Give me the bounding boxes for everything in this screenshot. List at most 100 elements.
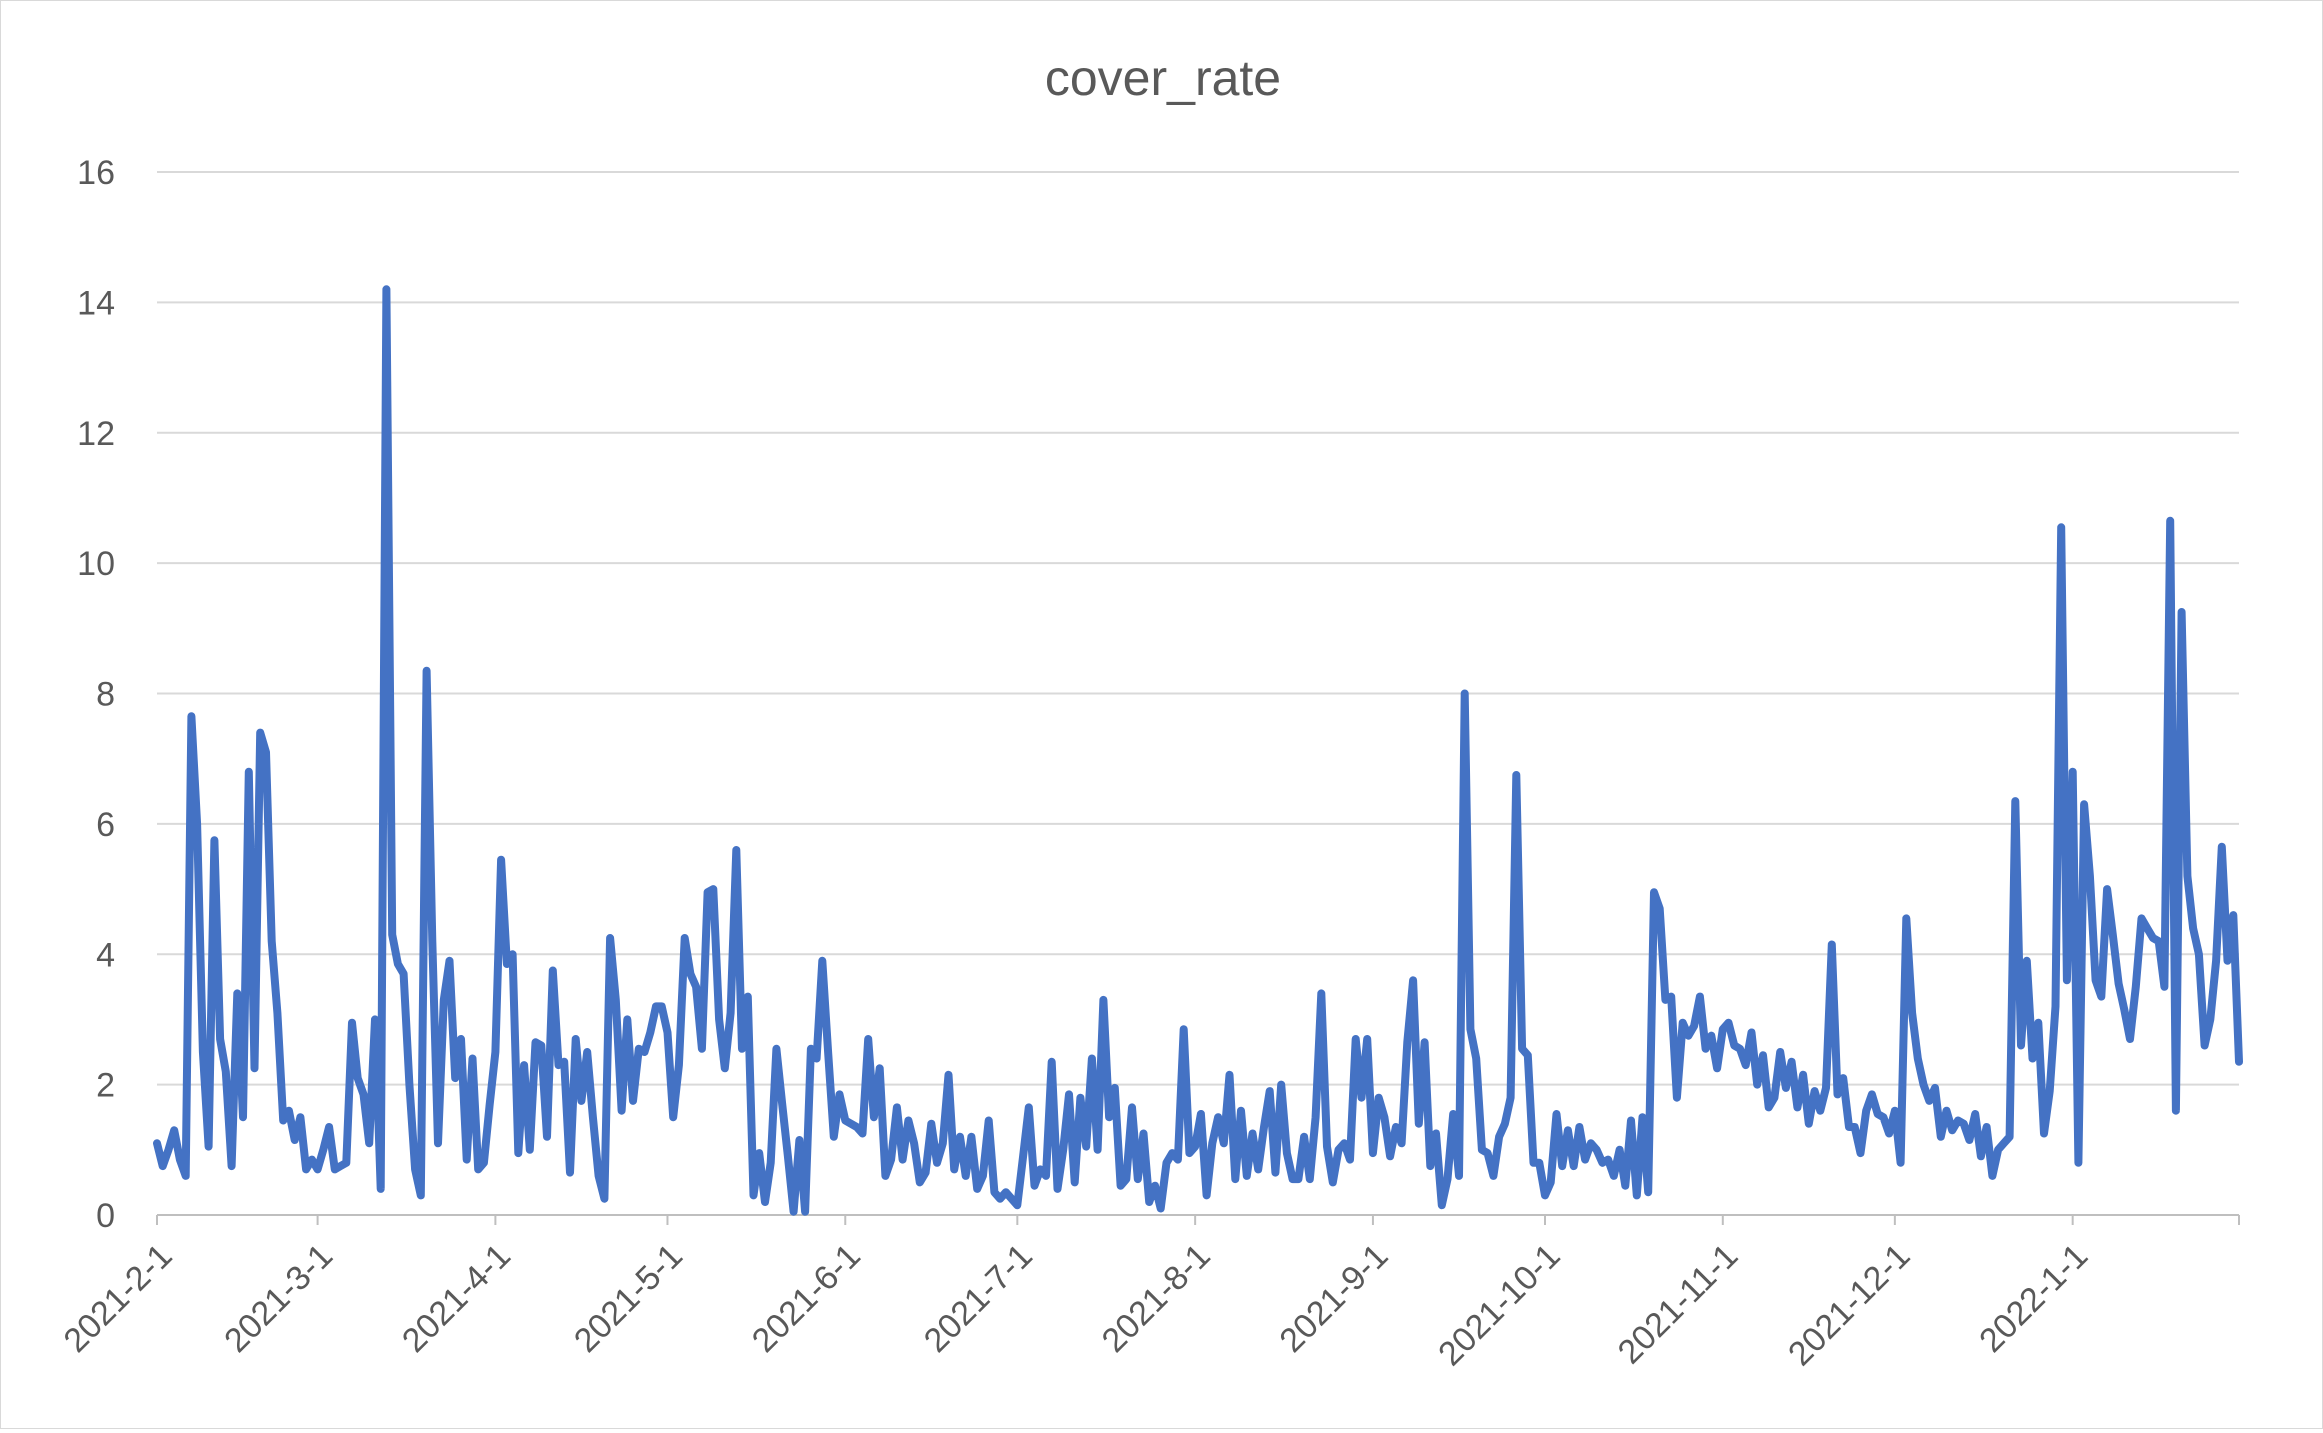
chart-title: cover_rate — [1045, 50, 1281, 106]
data-point — [838, 1092, 841, 1096]
data-point — [1790, 1060, 1794, 1064]
data-point — [1778, 1050, 1782, 1054]
data-point — [534, 1040, 537, 1044]
data-point — [2208, 1017, 2212, 1021]
data-point — [287, 1109, 291, 1113]
data-point — [1732, 1044, 1736, 1047]
data-point — [362, 1092, 365, 1096]
data-point — [637, 1047, 641, 1051]
data-point — [230, 1164, 234, 1168]
data-point — [1669, 995, 1673, 999]
data-point — [1113, 1086, 1117, 1090]
data-point — [281, 1119, 285, 1122]
data-point — [683, 936, 687, 940]
data-point — [1738, 1047, 1742, 1051]
data-point — [643, 1050, 646, 1054]
data-point — [493, 1050, 497, 1054]
data-point — [958, 1135, 962, 1139]
data-point — [597, 1174, 601, 1178]
data-point — [2088, 874, 2092, 878]
data-point — [545, 1135, 549, 1139]
data-point — [390, 933, 394, 937]
data-point — [1468, 1027, 1472, 1031]
data-point — [384, 287, 388, 291]
data-point — [2134, 985, 2138, 989]
data-point — [746, 995, 750, 999]
data-point — [2013, 799, 2017, 803]
data-point — [975, 1187, 979, 1191]
x-axis-ticks: 2021-2-1 2021-3-1 2021-4-1 2021-5-1 2021-6-1… — [57, 1215, 2240, 1373]
data-point — [666, 1031, 669, 1034]
data-point — [1480, 1148, 1484, 1152]
data-point — [1595, 1148, 1599, 1152]
data-point — [339, 1164, 342, 1168]
data-point — [585, 1050, 589, 1054]
data-point — [2065, 978, 2069, 982]
data-point — [436, 1141, 440, 1145]
data-point — [1251, 1132, 1254, 1135]
data-point — [929, 1122, 933, 1126]
data-point — [2111, 933, 2115, 937]
data-point — [1560, 1164, 1564, 1168]
y-tick-label: 14 — [77, 284, 115, 322]
data-point — [602, 1197, 606, 1201]
data-point — [310, 1158, 314, 1162]
data-point — [2145, 926, 2149, 930]
data-point — [1090, 1057, 1094, 1060]
data-point — [1262, 1125, 1266, 1129]
data-point — [1423, 1040, 1427, 1044]
data-point — [551, 969, 555, 972]
data-point — [264, 750, 268, 754]
data-point — [1440, 1203, 1444, 1207]
data-point — [2128, 1037, 2132, 1041]
x-tick-label: 2021-6-1 — [745, 1237, 868, 1360]
data-point — [1824, 1086, 1828, 1090]
data-point — [2180, 610, 2184, 614]
data-point — [1308, 1177, 1312, 1181]
data-point — [2197, 952, 2201, 956]
data-point — [780, 1102, 784, 1106]
data-point — [969, 1135, 973, 1139]
data-point — [1033, 1184, 1036, 1188]
data-point — [591, 1115, 595, 1119]
y-tick-label: 10 — [77, 545, 115, 583]
data-point — [1904, 916, 1908, 920]
data-point — [1979, 1154, 1983, 1158]
data-point — [1629, 1119, 1633, 1122]
data-point — [2082, 802, 2086, 806]
x-tick-label: 2021-10-1 — [1431, 1237, 1567, 1373]
data-point — [625, 1017, 629, 1021]
data-point — [1296, 1177, 1300, 1181]
data-point — [608, 936, 612, 940]
data-point — [1686, 1034, 1690, 1038]
data-point — [2025, 959, 2029, 963]
data-point — [2214, 959, 2218, 963]
data-point — [1497, 1135, 1501, 1139]
data-point — [1451, 1112, 1455, 1116]
data-point — [2105, 887, 2109, 891]
data-point — [1394, 1125, 1398, 1129]
data-point — [1801, 1073, 1805, 1077]
data-point — [872, 1115, 876, 1119]
data-point — [1813, 1089, 1817, 1093]
data-point — [155, 1141, 159, 1145]
data-point — [1061, 1148, 1065, 1152]
data-point — [1555, 1112, 1558, 1116]
data-point — [2019, 1044, 2023, 1047]
data-point — [316, 1167, 320, 1171]
data-point — [2122, 1008, 2126, 1012]
data-point — [207, 1145, 211, 1149]
data-point — [1962, 1122, 1966, 1126]
data-point — [2076, 1161, 2080, 1165]
data-point — [2002, 1141, 2006, 1145]
x-tick-label: 2021-8-1 — [1095, 1237, 1218, 1360]
data-point — [1124, 1177, 1128, 1181]
x-tick-label: 2021-7-1 — [917, 1237, 1040, 1360]
data-point — [769, 1161, 773, 1165]
data-point — [1537, 1161, 1541, 1165]
data-point — [1945, 1109, 1948, 1113]
data-point — [402, 972, 406, 976]
data-point — [1279, 1083, 1283, 1087]
data-point — [1400, 1141, 1404, 1145]
y-tick-label: 16 — [77, 154, 115, 192]
